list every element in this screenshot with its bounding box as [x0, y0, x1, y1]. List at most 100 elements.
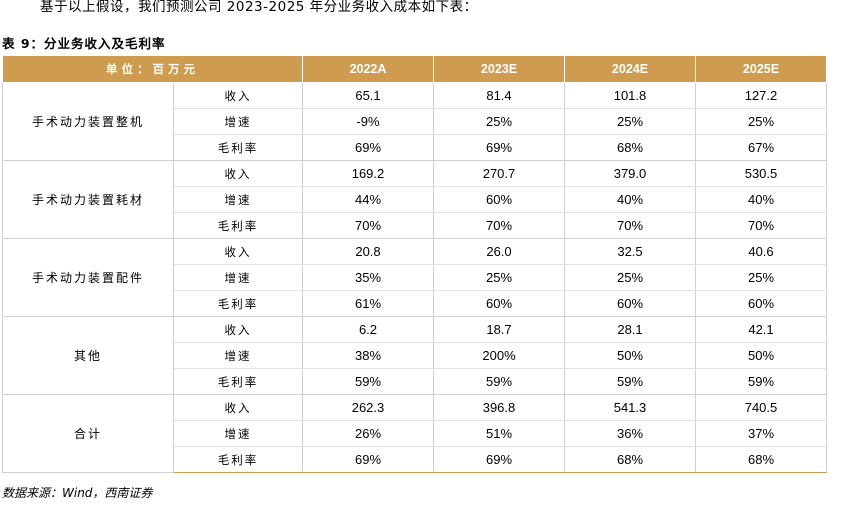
- value-cell: 32.5: [564, 238, 696, 265]
- value-cell: 70%: [433, 212, 565, 239]
- value-cell: 69%: [302, 134, 434, 161]
- value-cell: 67%: [695, 134, 827, 161]
- value-cell: 262.3: [302, 394, 434, 421]
- value-cell: 740.5: [695, 394, 827, 421]
- value-cell: 69%: [433, 446, 565, 473]
- value-cell: 200%: [433, 342, 565, 369]
- metric-label: 收入: [173, 82, 303, 109]
- table-row: 增速 44% 60% 40% 40%: [3, 186, 827, 213]
- metric-label: 毛利率: [173, 446, 303, 473]
- table-row: 增速 38% 200% 50% 50%: [3, 342, 827, 369]
- metric-label: 收入: [173, 394, 303, 421]
- value-cell: 101.8: [564, 82, 696, 109]
- value-cell: 60%: [564, 290, 696, 317]
- value-cell: 25%: [695, 264, 827, 291]
- year-header: 2024E: [564, 55, 696, 83]
- value-cell: 50%: [564, 342, 696, 369]
- value-cell: 40%: [564, 186, 696, 213]
- segment-name: 其他: [2, 316, 174, 395]
- value-cell: 65.1: [302, 82, 434, 109]
- value-cell: 42.1: [695, 316, 827, 343]
- segment-name: 手术动力装置配件: [2, 238, 174, 317]
- table-row: 增速 26% 51% 36% 37%: [3, 420, 827, 447]
- value-cell: 50%: [695, 342, 827, 369]
- value-cell: 26.0: [433, 238, 565, 265]
- metric-label: 毛利率: [173, 368, 303, 395]
- value-cell: 25%: [564, 264, 696, 291]
- value-cell: 70%: [564, 212, 696, 239]
- value-cell: 59%: [302, 368, 434, 395]
- value-cell: 40.6: [695, 238, 827, 265]
- table-row: 毛利率 59% 59% 59% 59%: [3, 368, 827, 395]
- metric-label: 收入: [173, 316, 303, 343]
- table-title: 表 9：分业务收入及毛利率: [2, 36, 166, 51]
- value-cell: 37%: [695, 420, 827, 447]
- value-cell: 36%: [564, 420, 696, 447]
- value-cell: -9%: [302, 108, 434, 135]
- value-cell: 68%: [564, 134, 696, 161]
- year-header: 2022A: [302, 55, 434, 83]
- table-row: 手术动力装置配件 收入 20.8 26.0 32.5 40.6: [2, 238, 827, 317]
- value-cell: 25%: [564, 108, 696, 135]
- value-cell: 396.8: [433, 394, 565, 421]
- value-cell: 70%: [302, 212, 434, 239]
- table-row: 毛利率 69% 69% 68% 67%: [3, 134, 827, 161]
- metric-label: 增速: [173, 108, 303, 135]
- value-cell: 127.2: [695, 82, 827, 109]
- value-cell: 68%: [695, 446, 827, 473]
- metric-label: 毛利率: [173, 290, 303, 317]
- value-cell: 69%: [433, 134, 565, 161]
- value-cell: 44%: [302, 186, 434, 213]
- value-cell: 25%: [695, 108, 827, 135]
- table-row: 手术动力装置耗材 收入 169.2 270.7 379.0 530.5: [2, 160, 827, 239]
- metric-label: 增速: [173, 264, 303, 291]
- table-header-row: 单位：百万元 2022A 2023E 2024E 2025E: [2, 55, 827, 83]
- value-cell: 18.7: [433, 316, 565, 343]
- value-cell: 60%: [433, 290, 565, 317]
- metric-label: 毛利率: [173, 212, 303, 239]
- revenue-margin-table: 单位：百万元 2022A 2023E 2024E 2025E 手术动力装置整机收…: [2, 55, 827, 473]
- value-cell: 270.7: [433, 160, 565, 187]
- value-cell: 6.2: [302, 316, 434, 343]
- value-cell: 59%: [564, 368, 696, 395]
- value-cell: 35%: [302, 264, 434, 291]
- value-cell: 25%: [433, 264, 565, 291]
- value-cell: 59%: [433, 368, 565, 395]
- table-row: 其他 收入 6.2 18.7 28.1 42.1: [2, 316, 827, 395]
- value-cell: 81.4: [433, 82, 565, 109]
- year-header: 2023E: [433, 55, 565, 83]
- value-cell: 60%: [695, 290, 827, 317]
- value-cell: 379.0: [564, 160, 696, 187]
- source-note: 数据来源：Wind，西南证券: [2, 486, 153, 500]
- metric-label: 收入: [173, 238, 303, 265]
- table-row: 增速 -9% 25% 25% 25%: [3, 108, 827, 135]
- segment-name: 手术动力装置耗材: [2, 160, 174, 239]
- table-row: 毛利率 70% 70% 70% 70%: [3, 212, 827, 239]
- metric-label: 增速: [173, 342, 303, 369]
- value-cell: 61%: [302, 290, 434, 317]
- value-cell: 60%: [433, 186, 565, 213]
- metric-label: 毛利率: [173, 134, 303, 161]
- value-cell: 25%: [433, 108, 565, 135]
- segment-name: 合计: [2, 394, 174, 473]
- value-cell: 169.2: [302, 160, 434, 187]
- value-cell: 70%: [695, 212, 827, 239]
- table-row: 增速 35% 25% 25% 25%: [3, 264, 827, 291]
- year-header: 2025E: [695, 55, 827, 83]
- value-cell: 59%: [695, 368, 827, 395]
- unit-header: 单位：百万元: [2, 55, 303, 83]
- value-cell: 28.1: [564, 316, 696, 343]
- metric-label: 收入: [173, 160, 303, 187]
- value-cell: 26%: [302, 420, 434, 447]
- value-cell: 40%: [695, 186, 827, 213]
- table-row: 手术动力装置整机 收入 65.1 81.4 101.8 127.2: [2, 82, 827, 161]
- segment-name: 手术动力装置整机: [2, 82, 174, 161]
- value-cell: 69%: [302, 446, 434, 473]
- value-cell: 541.3: [564, 394, 696, 421]
- metric-label: 增速: [173, 420, 303, 447]
- table-row: 毛利率 69% 69% 68% 68%: [3, 446, 827, 473]
- metric-label: 增速: [173, 186, 303, 213]
- table-row: 毛利率 61% 60% 60% 60%: [3, 290, 827, 317]
- intro-text: 基于以上假设，我们预测公司 2023-2025 年分业务收入成本如下表：: [40, 0, 478, 15]
- value-cell: 51%: [433, 420, 565, 447]
